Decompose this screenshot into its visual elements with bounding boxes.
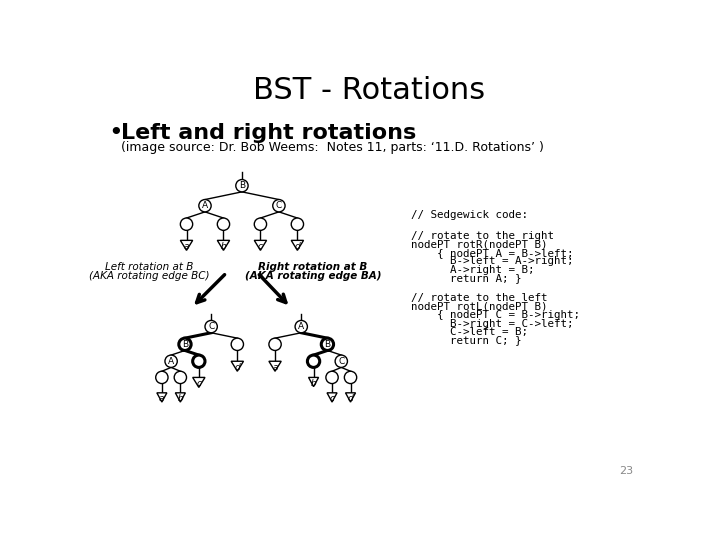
Text: (AKA rotating edge BC): (AKA rotating edge BC): [89, 271, 210, 281]
Text: Right rotation at B: Right rotation at B: [258, 262, 367, 272]
Text: B: B: [239, 181, 245, 190]
Polygon shape: [180, 240, 193, 251]
Circle shape: [307, 355, 320, 367]
Polygon shape: [269, 361, 282, 372]
Text: a: a: [159, 394, 165, 403]
Text: b: b: [177, 394, 183, 403]
Text: // rotate to the left: // rotate to the left: [411, 293, 548, 303]
Text: C->left = B;: C->left = B;: [411, 327, 528, 337]
Text: A->right = B;: A->right = B;: [411, 265, 535, 275]
Text: c: c: [197, 379, 202, 388]
Text: d: d: [348, 394, 354, 403]
Circle shape: [205, 320, 217, 333]
Polygon shape: [217, 240, 230, 251]
Circle shape: [231, 338, 243, 350]
Circle shape: [254, 218, 266, 231]
Text: { nodePT C = B->right;: { nodePT C = B->right;: [411, 310, 580, 320]
Circle shape: [235, 179, 248, 192]
Circle shape: [321, 338, 333, 350]
Text: B: B: [324, 340, 330, 349]
Circle shape: [273, 200, 285, 212]
Text: Left rotation at B: Left rotation at B: [105, 262, 194, 272]
Text: return A; }: return A; }: [411, 273, 522, 283]
Circle shape: [291, 218, 304, 231]
Polygon shape: [254, 240, 266, 251]
Polygon shape: [327, 393, 337, 402]
Circle shape: [326, 372, 338, 383]
Text: b: b: [220, 242, 226, 251]
Text: 23: 23: [619, 465, 633, 476]
Circle shape: [179, 338, 191, 350]
Circle shape: [174, 372, 186, 383]
Circle shape: [295, 320, 307, 333]
Text: // Sedgewick code:: // Sedgewick code:: [411, 210, 528, 220]
Text: d: d: [235, 363, 240, 372]
Text: C: C: [208, 322, 215, 331]
Circle shape: [269, 338, 282, 350]
Text: // rotate to the right: // rotate to the right: [411, 231, 554, 241]
Circle shape: [335, 355, 348, 367]
Circle shape: [193, 355, 205, 367]
Text: nodePT rotL(nodePT B): nodePT rotL(nodePT B): [411, 301, 548, 312]
Circle shape: [217, 218, 230, 231]
Polygon shape: [176, 393, 185, 402]
Text: C: C: [338, 357, 344, 366]
Text: a: a: [184, 242, 189, 251]
Text: (image source: Dr. Bob Weems:  Notes 11, parts: ‘11.D. Rotations’ ): (image source: Dr. Bob Weems: Notes 11, …: [121, 141, 544, 154]
Text: { nodePT A = B->left;: { nodePT A = B->left;: [411, 248, 574, 258]
Text: b: b: [311, 379, 316, 388]
Text: •: •: [109, 120, 124, 145]
Text: A: A: [202, 201, 208, 210]
Text: A: A: [298, 322, 305, 331]
Text: c: c: [258, 242, 263, 251]
Circle shape: [344, 372, 356, 383]
Text: a: a: [272, 363, 278, 372]
Text: d: d: [294, 242, 300, 251]
Circle shape: [156, 372, 168, 383]
Circle shape: [199, 200, 211, 212]
Polygon shape: [346, 393, 356, 402]
Text: B->right = C->left;: B->right = C->left;: [411, 319, 574, 328]
Text: B: B: [182, 340, 188, 349]
Text: C: C: [276, 201, 282, 210]
Polygon shape: [157, 393, 167, 402]
Circle shape: [165, 355, 177, 367]
Text: Left and right rotations: Left and right rotations: [121, 123, 416, 143]
Text: BST - Rotations: BST - Rotations: [253, 76, 485, 105]
Polygon shape: [309, 377, 318, 387]
Text: c: c: [330, 394, 335, 403]
Text: B->left = A->right;: B->left = A->right;: [411, 256, 574, 266]
Polygon shape: [193, 377, 205, 387]
Polygon shape: [231, 361, 243, 372]
Text: (AKA rotating edge BA): (AKA rotating edge BA): [245, 271, 381, 281]
Text: return C; }: return C; }: [411, 335, 522, 346]
Text: nodePT rotR(nodePT B): nodePT rotR(nodePT B): [411, 239, 548, 249]
Text: A: A: [168, 357, 174, 366]
Circle shape: [180, 218, 193, 231]
Polygon shape: [291, 240, 304, 251]
